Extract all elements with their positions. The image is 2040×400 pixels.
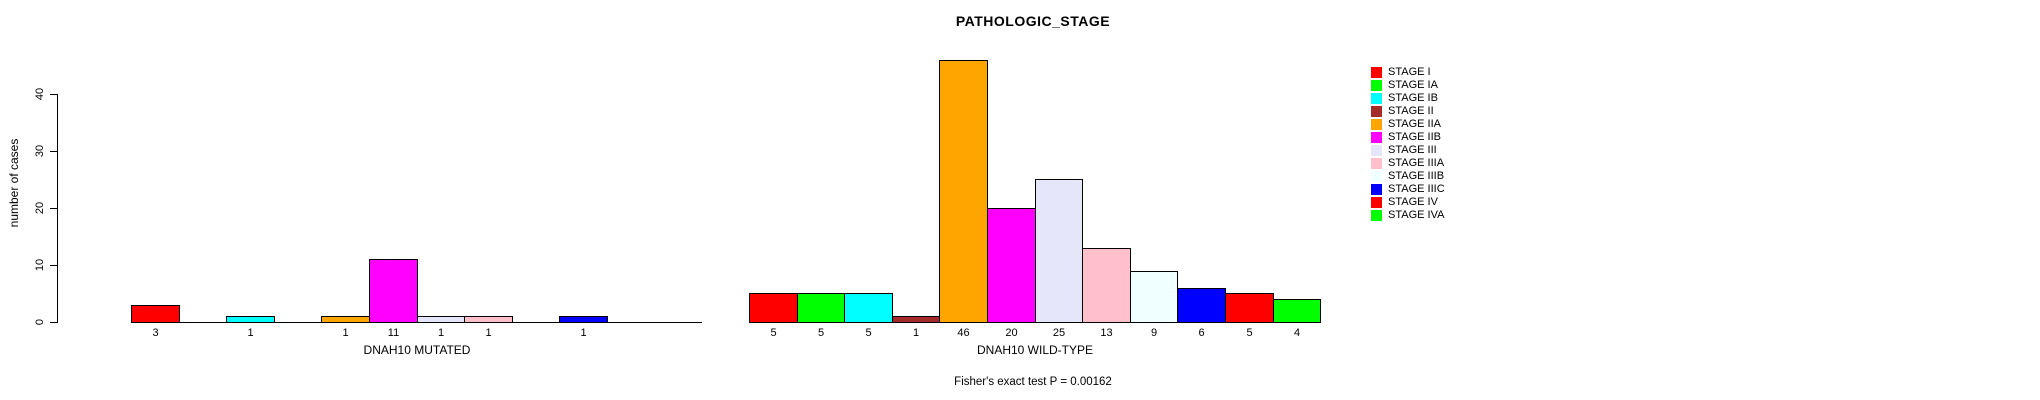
y-axis-title: number of cases xyxy=(7,138,21,228)
bar-stage-iia xyxy=(939,60,988,323)
bar-value-label: 9 xyxy=(1150,327,1158,339)
bar-value-label: 5 xyxy=(865,327,872,339)
bar-stage-iib xyxy=(369,259,418,323)
legend-item: STAGE IIIA xyxy=(1371,157,1445,170)
legend-swatch xyxy=(1371,184,1382,195)
bar-stage-iii xyxy=(417,316,465,323)
legend-label: STAGE IB xyxy=(1388,92,1438,104)
legend-item: STAGE IB xyxy=(1371,92,1445,105)
legend-item: STAGE I xyxy=(1371,66,1445,79)
bar-stage-iiia xyxy=(1082,248,1131,323)
legend-item: STAGE IV xyxy=(1371,196,1445,209)
bar-stage-ib xyxy=(226,316,275,323)
legend-swatch xyxy=(1371,210,1382,221)
legend-swatch xyxy=(1371,197,1382,208)
legend-item: STAGE IIB xyxy=(1371,131,1445,144)
legend-swatch xyxy=(1371,67,1382,78)
legend-item: STAGE IIA xyxy=(1371,118,1445,131)
legend-item: STAGE IIIB xyxy=(1371,170,1445,183)
legend-swatch xyxy=(1371,106,1382,117)
legend-swatch xyxy=(1371,93,1382,104)
bar-value-label: 5 xyxy=(817,327,825,339)
bar-value-label: 5 xyxy=(770,327,777,339)
bar-stage-ib xyxy=(844,293,893,323)
bar-value-label: 20 xyxy=(1005,327,1018,339)
legend-label: STAGE IIB xyxy=(1388,131,1441,143)
y-tick xyxy=(50,322,57,323)
y-tick-label: 20 xyxy=(34,201,46,215)
bar-value-label: 1 xyxy=(342,327,349,339)
legend-swatch xyxy=(1371,132,1382,143)
y-tick xyxy=(50,265,57,266)
legend-item: STAGE II xyxy=(1371,105,1445,118)
fisher-test-note: Fisher's exact test P = 0.00162 xyxy=(954,376,1112,388)
legend-label: STAGE IIIC xyxy=(1388,183,1445,195)
y-tick xyxy=(50,208,57,209)
bar-value-label: 1 xyxy=(580,327,587,339)
legend-item: STAGE IVA xyxy=(1371,209,1445,222)
bar-value-label: 13 xyxy=(1100,327,1113,339)
legend-swatch xyxy=(1371,80,1382,91)
legend-item: STAGE IIIC xyxy=(1371,183,1445,196)
bar-value-label: 1 xyxy=(912,327,920,339)
legend-label: STAGE IVA xyxy=(1388,209,1445,221)
legend-label: STAGE III xyxy=(1388,144,1437,156)
y-tick-label: 30 xyxy=(34,144,46,158)
legend-label: STAGE IA xyxy=(1388,79,1438,91)
bar-value-label: 3 xyxy=(152,327,159,339)
bar-stage-iva xyxy=(1273,299,1321,323)
legend-label: STAGE IV xyxy=(1388,196,1438,208)
bar-stage-i xyxy=(131,305,180,323)
y-tick-label: 40 xyxy=(34,87,46,101)
bar-stage-ia xyxy=(797,293,845,323)
bar-value-label: 25 xyxy=(1052,327,1066,339)
legend-label: STAGE II xyxy=(1388,105,1434,117)
y-tick-label: 0 xyxy=(34,318,46,326)
bar-value-label: 6 xyxy=(1198,327,1205,339)
bar-stage-ii xyxy=(892,316,940,323)
y-axis-line xyxy=(57,94,58,323)
legend-swatch xyxy=(1371,158,1382,169)
bar-value-label: 46 xyxy=(957,327,970,339)
group-label-wildtype: DNAH10 WILD-TYPE xyxy=(976,343,1094,357)
bar-stage-i xyxy=(749,293,798,323)
chart-title: PATHOLOGIC_STAGE xyxy=(955,13,1111,29)
y-tick-label: 10 xyxy=(34,258,46,272)
bar-stage-iiic xyxy=(1177,288,1226,323)
legend-item: STAGE IA xyxy=(1371,79,1445,92)
bar-stage-iia xyxy=(321,316,370,323)
legend-item: STAGE III xyxy=(1371,144,1445,157)
y-tick xyxy=(50,151,57,152)
bar-value-label: 5 xyxy=(1246,327,1253,339)
bar-value-label: 11 xyxy=(387,327,400,339)
legend-label: STAGE IIIA xyxy=(1388,157,1445,169)
group-label-mutated: DNAH10 MUTATED xyxy=(363,343,471,357)
bar-stage-iib xyxy=(987,208,1036,323)
legend-label: STAGE I xyxy=(1388,66,1431,78)
bar-stage-iiic xyxy=(559,316,608,323)
legend-swatch xyxy=(1371,171,1382,182)
bar-stage-iiib xyxy=(1130,271,1178,323)
legend-label: STAGE IIIB xyxy=(1388,170,1445,182)
bar-value-label: 1 xyxy=(247,327,254,339)
bar-stage-iv xyxy=(1225,293,1274,323)
y-tick xyxy=(50,94,57,95)
bar-stage-iii xyxy=(1035,179,1083,323)
legend-swatch xyxy=(1371,145,1382,156)
bar-value-label: 1 xyxy=(485,327,492,339)
legend-swatch xyxy=(1371,119,1382,130)
legend: STAGE I STAGE IA STAGE IB STAGE II STAGE IIA… xyxy=(1371,66,1445,222)
legend-label: STAGE IIA xyxy=(1388,118,1441,130)
bar-value-label: 1 xyxy=(437,327,445,339)
bar-value-label: 4 xyxy=(1293,327,1301,339)
bar-stage-iiia xyxy=(464,316,513,323)
